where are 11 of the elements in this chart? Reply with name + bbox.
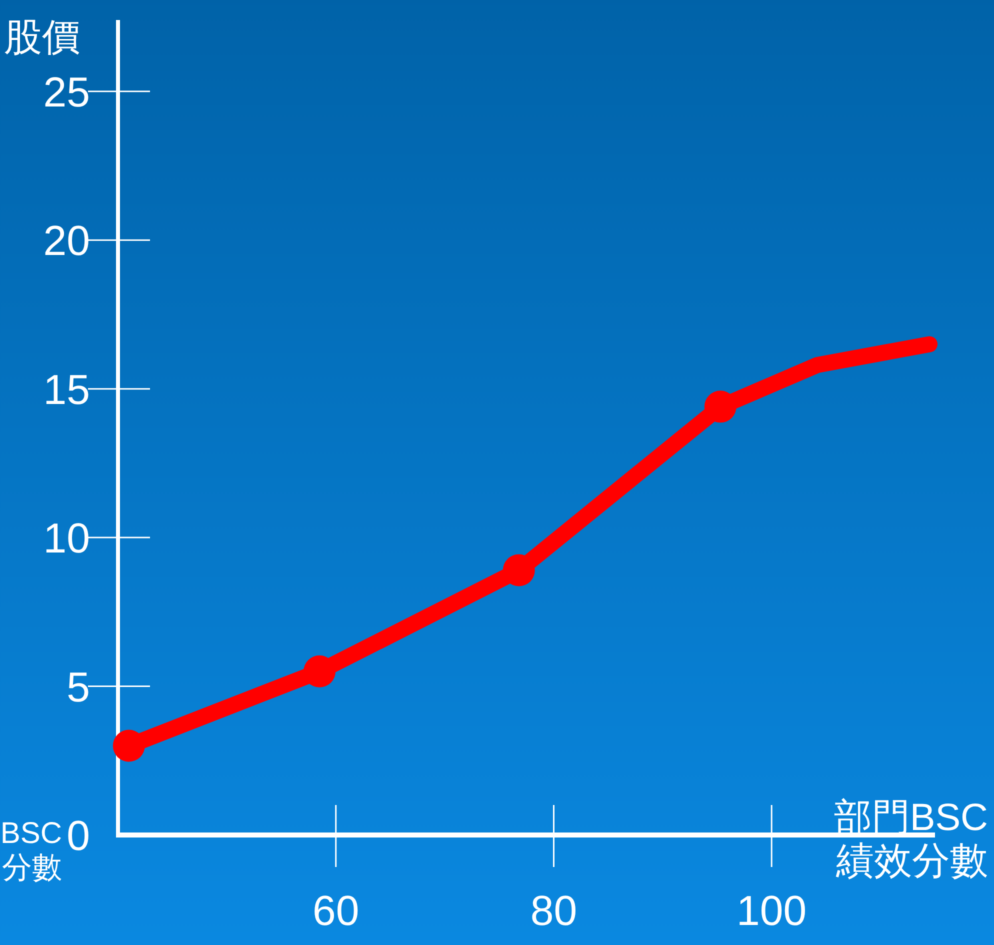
y-tick-label: 20 bbox=[43, 217, 90, 264]
y-tick-label: 25 bbox=[43, 68, 90, 116]
x-tick-label: 80 bbox=[530, 887, 578, 934]
x-tick-label: 60 bbox=[312, 887, 360, 934]
y-tick-label: 10 bbox=[43, 514, 90, 562]
y-axis-title: 股價 bbox=[4, 17, 80, 59]
annotation: BSC 分數 bbox=[0, 817, 62, 884]
y-tick-label: 15 bbox=[43, 366, 90, 413]
y-tick-label: 5 bbox=[66, 663, 90, 710]
x-tick-label: 100 bbox=[736, 887, 807, 934]
y-tick-label: 0 bbox=[66, 812, 90, 859]
